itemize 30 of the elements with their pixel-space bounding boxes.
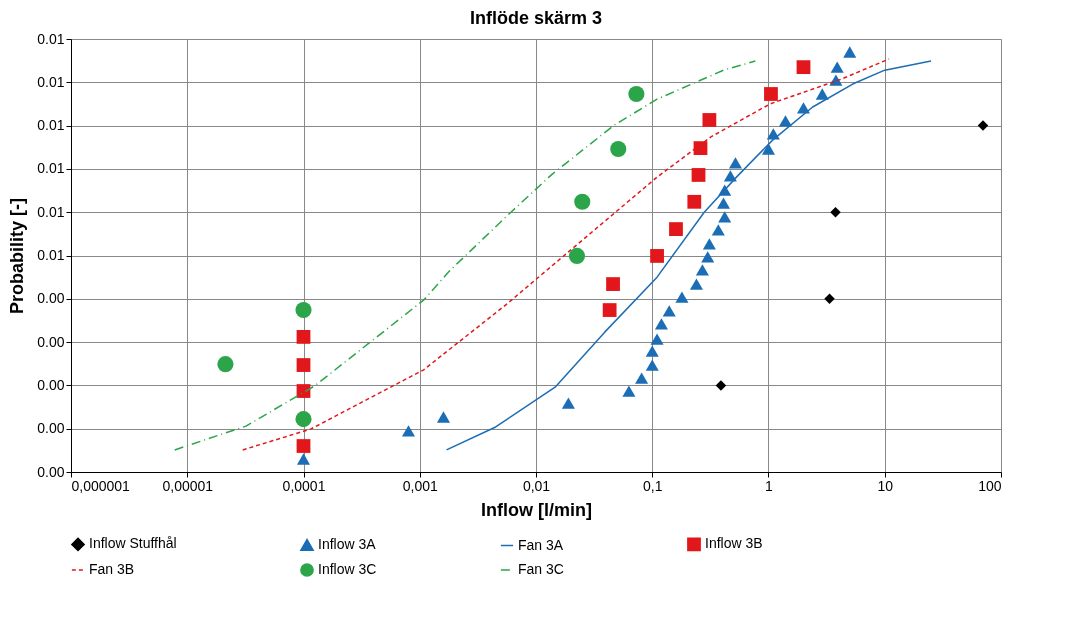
- x-tick-label: 10: [877, 477, 894, 494]
- legend-label: Fan 3A: [518, 536, 564, 553]
- y-tick-label: 0.01: [37, 30, 65, 47]
- y-tick-label: 0.01: [37, 160, 65, 177]
- x-axis-title: Inflow [l/min]: [481, 499, 592, 520]
- x-tick-label: 0,0001: [282, 477, 326, 494]
- legend-label: Inflow 3C: [318, 561, 377, 577]
- y-axis-title: Probability [-]: [7, 198, 28, 314]
- y-tick-label: 0.00: [37, 290, 65, 307]
- y-tick-label: 0.01: [37, 247, 65, 263]
- x-tick-label: 0,1: [643, 477, 663, 494]
- y-tick-label: 0.00: [37, 463, 65, 480]
- legend-label: Inflow 3B: [705, 535, 763, 552]
- legend-label: Inflow 3A: [318, 535, 377, 552]
- x-tick-label: 0,001: [402, 477, 438, 494]
- y-tick-label: 0.01: [37, 117, 65, 134]
- x-tick-label: 0,000001: [71, 477, 131, 494]
- x-tick-label: 0,01: [522, 477, 551, 494]
- y-tick-label: 0.00: [37, 376, 65, 393]
- y-tick-label: 0.01: [37, 203, 65, 220]
- y-tick-label: 0.01: [37, 73, 65, 90]
- x-tick-label: 100: [978, 477, 1002, 494]
- legend-label: Inflow Stuffhål: [89, 535, 177, 552]
- chart-title: Inflöde skärm 3: [469, 8, 603, 28]
- y-tick-label: 0.00: [37, 420, 65, 437]
- y-tick-label: 0.00: [37, 333, 65, 350]
- legend-label: Fan 3B: [89, 561, 135, 577]
- legend-label: Fan 3C: [518, 561, 564, 577]
- x-tick-label: 0,00001: [162, 477, 214, 494]
- x-tick-label: 1: [765, 477, 774, 494]
